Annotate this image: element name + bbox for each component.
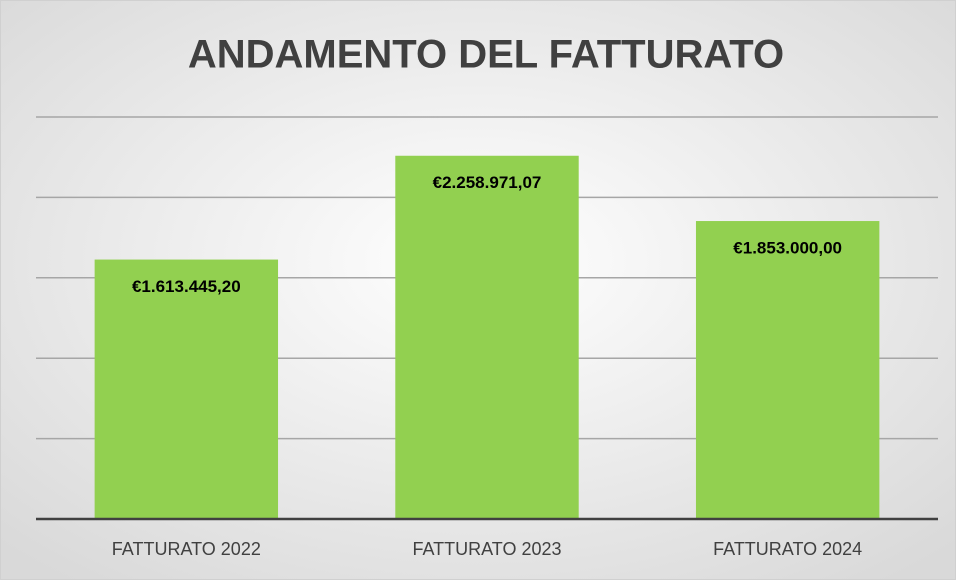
data-label: €1.613.445,20 xyxy=(132,277,241,296)
bar xyxy=(695,221,880,519)
chart-title: ANDAMENTO DEL FATTURATO xyxy=(188,33,784,77)
data-label: €2.258.971,07 xyxy=(433,173,542,192)
bar xyxy=(94,259,279,519)
x-tick-label: FATTURATO 2022 xyxy=(112,539,261,559)
x-tick-label: FATTURATO 2024 xyxy=(713,539,862,559)
bar xyxy=(395,155,579,519)
x-tick-label: FATTURATO 2023 xyxy=(412,539,561,559)
data-label: €1.853.000,00 xyxy=(733,239,842,258)
